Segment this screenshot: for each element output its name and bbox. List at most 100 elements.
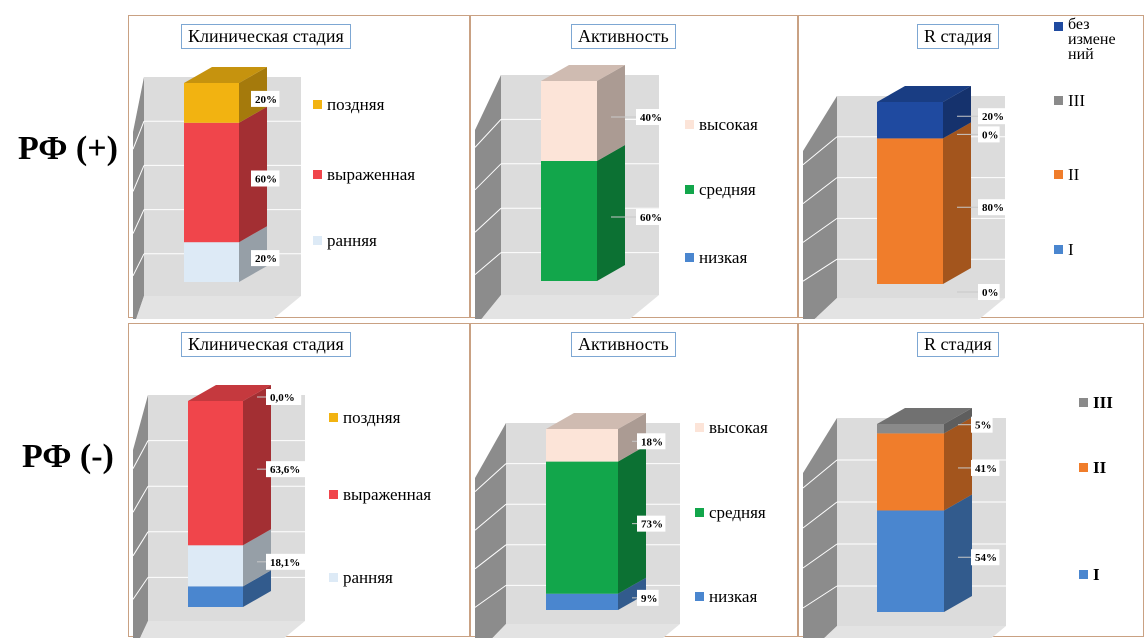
legend-swatch [1054, 170, 1063, 179]
legend-label: выраженная [327, 165, 416, 184]
gridline [132, 209, 145, 234]
legend-swatch [685, 120, 694, 129]
legend-label: высокая [699, 115, 758, 134]
svg-text:41%: 41% [975, 463, 997, 475]
data-label: 20% [251, 90, 280, 107]
gridline [132, 577, 149, 600]
gridline [802, 177, 838, 204]
data-label: 40% [611, 109, 665, 125]
bar-segment-side [618, 577, 646, 610]
bar-segment-side [943, 86, 971, 139]
row-label-rf-negative: РФ (-) [22, 438, 114, 475]
svg-text:9%: 9% [641, 593, 658, 605]
chart-panel: 60% 40% Активность высокая средняя низкая [470, 15, 798, 319]
data-label: 5% [958, 416, 993, 433]
gridline [132, 440, 149, 469]
chart-title: R стадия [917, 332, 999, 357]
stacked-3d-bar-chart: 0% 80% 0% 20% [802, 86, 1007, 319]
legend-swatch [685, 253, 694, 262]
legend-item: II [1054, 165, 1079, 185]
legend-item: выраженная [329, 485, 431, 505]
legend-label: средняя [709, 503, 766, 522]
chart-side-wall [475, 423, 506, 638]
chart-floor [814, 298, 1005, 319]
chart-panel: 9% 73% 18% Активность высокая средняя низкая [470, 323, 798, 638]
svg-text:60%: 60% [255, 174, 277, 186]
legend-label: I [1068, 240, 1074, 259]
svg-text:0%: 0% [982, 129, 999, 141]
legend-swatch [1079, 398, 1088, 407]
data-label: 18% [632, 433, 666, 450]
legend-item: средняя [695, 503, 766, 523]
bar-segment-base [188, 586, 243, 607]
row-label-rf-positive: РФ (+) [18, 130, 118, 167]
legend-swatch [1079, 570, 1088, 579]
chart-floor [824, 626, 1006, 638]
legend-item: средняя [685, 180, 756, 200]
bar-top-face [877, 86, 971, 102]
bar-segment-value [188, 401, 243, 546]
data-label: 73% [632, 515, 666, 532]
data-label: 0% [957, 284, 1000, 300]
gridline [802, 136, 838, 166]
chart-side-wall [133, 77, 144, 319]
stacked-3d-bar-chart: 18,1% 63,6% 0,0% [132, 385, 308, 638]
bar-segment-value [541, 81, 597, 161]
bar-segment-side [944, 417, 972, 511]
bar-top-face [877, 408, 972, 424]
chart-floor [492, 624, 680, 638]
chart-panel: 54% 41% 5% R стадия III II I [798, 323, 1144, 638]
bar-segment-value [877, 510, 944, 612]
stacked-3d-bar-chart: 9% 73% 18% [474, 413, 680, 638]
legend-swatch [313, 236, 322, 245]
legend-label: II [1093, 458, 1107, 477]
bar-top-face [541, 65, 625, 81]
svg-text:5%: 5% [975, 420, 992, 432]
gridline [474, 119, 502, 148]
legend-item: ранняя [313, 231, 377, 251]
legend-swatch [685, 185, 694, 194]
chart-title: Активность [571, 24, 676, 49]
bar-segment-value [184, 242, 239, 282]
stacked-3d-bar-chart: 20% 60% 20% [132, 67, 301, 319]
data-label: 0% [957, 126, 1000, 143]
stacked-3d-bar-chart: 54% 41% 5% [802, 408, 1006, 638]
bar-segment-side [597, 145, 625, 281]
legend-swatch [1054, 96, 1063, 105]
gridline [132, 121, 145, 150]
legend-label: поздняя [327, 95, 385, 114]
bar-segment-value [546, 461, 618, 594]
svg-text:20%: 20% [255, 253, 277, 265]
chart-side-wall [803, 96, 837, 319]
chart-floor [136, 296, 301, 319]
legend-label: III [1093, 393, 1113, 412]
gridline [474, 207, 502, 233]
gridline [802, 501, 838, 529]
legend-item: III [1054, 91, 1085, 111]
gridline [474, 584, 507, 608]
bar-segment-side [944, 494, 972, 612]
legend-item: поздняя [329, 408, 400, 428]
svg-text:54%: 54% [975, 552, 997, 564]
legend-swatch [695, 508, 704, 517]
bar-segment-value [188, 545, 243, 587]
svg-text:0,0%: 0,0% [270, 392, 295, 404]
gridline [802, 217, 838, 243]
legend-label: III [1068, 91, 1085, 110]
svg-text:18%: 18% [641, 436, 663, 448]
bar-segment-value [877, 424, 944, 434]
legend-label: поздняя [343, 408, 401, 427]
gridline [132, 253, 145, 277]
legend-swatch [313, 170, 322, 179]
legend-swatch [1054, 245, 1063, 254]
data-label: 20% [251, 250, 280, 267]
legend-label: без измене ний [1068, 16, 1116, 63]
legend-item: без измене ний [1054, 17, 1116, 63]
bar-segment-side [243, 385, 271, 546]
svg-text:60%: 60% [640, 212, 662, 224]
gridline [802, 585, 838, 609]
gridline [802, 543, 838, 569]
chart-floor [140, 621, 305, 638]
legend-swatch [695, 423, 704, 432]
data-label: 60% [251, 170, 280, 187]
